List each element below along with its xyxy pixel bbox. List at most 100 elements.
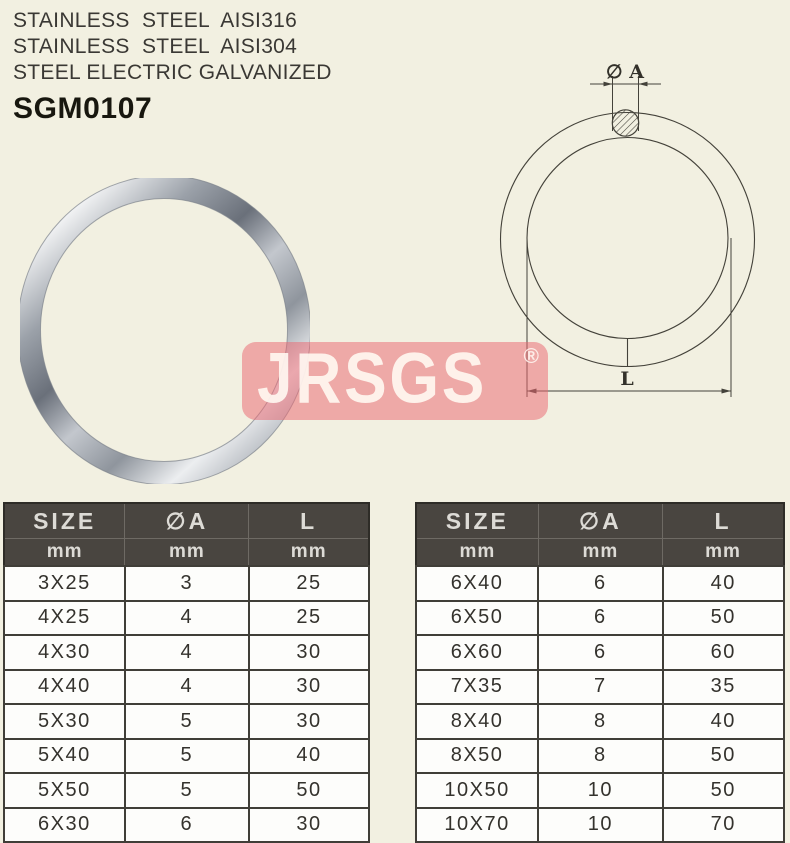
table-cell: 30	[247, 703, 371, 740]
table-cell: 10	[537, 806, 664, 843]
table-row: 7X35 7 35	[414, 668, 786, 705]
unit-cell: mm	[415, 538, 539, 567]
table-row: 4X25 4 25	[3, 599, 371, 636]
column-header-row: SIZE ∅A L	[415, 502, 785, 539]
spec-table-right: SIZE ∅A L mm mm mm 6X40 6 40 6X50 6 50 6…	[414, 502, 786, 843]
spec-table-left: SIZE ∅A L mm mm mm 3X25 3 25 4X25 4 25 4…	[3, 502, 371, 843]
dimension-a	[590, 76, 661, 131]
table-cell: 5X30	[3, 703, 126, 740]
table-row: 6X30 6 30	[3, 806, 371, 843]
table-cell: 30	[247, 668, 371, 705]
table-cell: 30	[247, 806, 371, 843]
table-row: 8X50 8 50	[414, 737, 786, 774]
col-header-diameter-a: ∅A	[124, 502, 250, 539]
units-row: mm mm mm	[415, 538, 785, 567]
table-cell: 6X40	[414, 565, 540, 602]
table-cell: 40	[661, 565, 786, 602]
table-cell: 6X60	[414, 634, 540, 671]
model-number: SGM0107	[13, 92, 153, 125]
table-cell: 6X30	[3, 806, 126, 843]
table-cell: 5X40	[3, 737, 126, 774]
material-line-3: STEEL ELECTRIC GALVANIZED	[13, 61, 332, 84]
col-header-l: L	[662, 502, 785, 539]
table-cell: 5	[123, 772, 250, 809]
table-row: 3X25 3 25	[3, 565, 371, 602]
table-row: 5X50 5 50	[3, 772, 371, 809]
jrsgs-logo-text: JRSGS	[257, 339, 488, 419]
table-cell: 4X40	[3, 668, 126, 705]
jrsgs-logo-watermark: JRSGS ®	[242, 342, 548, 420]
table-cell: 50	[247, 772, 371, 809]
table-cell: 60	[661, 634, 786, 671]
diagram-outer-circle	[499, 111, 756, 368]
unit-cell: mm	[3, 538, 126, 567]
registered-trademark-icon: ®	[523, 345, 539, 368]
table-row: 6X60 6 60	[414, 634, 786, 671]
table-cell: 6X50	[414, 599, 540, 636]
table-cell: 3	[123, 565, 250, 602]
table-cell: 50	[661, 737, 786, 774]
table-row: 6X40 6 40	[414, 565, 786, 602]
table-cell: 5	[123, 737, 250, 774]
table-cell: 25	[247, 565, 371, 602]
ring-photo	[20, 178, 310, 484]
table-cell: 7	[537, 668, 664, 705]
table-cell: 25	[247, 599, 371, 636]
table-cell: 40	[247, 737, 371, 774]
table-row: 8X40 8 40	[414, 703, 786, 740]
table-cell: 5X50	[3, 772, 126, 809]
unit-cell: mm	[537, 538, 664, 567]
material-line-1: STAINLESS STEEL AISI316	[13, 9, 298, 32]
column-header-row: SIZE ∅A L	[3, 502, 370, 539]
table-cell: 40	[661, 703, 786, 740]
table-cell: 6	[537, 565, 664, 602]
wire-cross-section-hatched	[611, 109, 640, 137]
table-cell: 4	[123, 599, 250, 636]
table-cell: 4X30	[3, 634, 126, 671]
table-cell: 4X25	[3, 599, 126, 636]
col-header-l: L	[248, 502, 370, 539]
table-cell: 4	[123, 634, 250, 671]
table-cell: 6	[537, 599, 664, 636]
table-row: 4X30 4 30	[3, 634, 371, 671]
col-header-size: SIZE	[415, 502, 539, 539]
table-cell: 7X35	[414, 668, 540, 705]
col-header-diameter-a: ∅A	[537, 502, 664, 539]
table-row: 10X70 10 70	[414, 806, 786, 843]
table-cell: 8	[537, 737, 664, 774]
table-cell: 6	[123, 806, 250, 843]
table-cell: 8X50	[414, 737, 540, 774]
table-cell: 70	[661, 806, 786, 843]
table-row: 4X40 4 30	[3, 668, 371, 705]
table-row: 10X50 10 50	[414, 772, 786, 809]
title-block: STAINLESS STEEL AISI316 STAINLESS STEEL …	[13, 8, 332, 126]
table-cell: 10X70	[414, 806, 540, 843]
table-cell: 8	[537, 703, 664, 740]
table-cell: 35	[661, 668, 786, 705]
table-cell: 50	[661, 772, 786, 809]
table-row: 6X50 6 50	[414, 599, 786, 636]
table-cell: 30	[247, 634, 371, 671]
ring-torus	[20, 178, 310, 484]
col-header-size: SIZE	[3, 502, 126, 539]
dim-a-label: ∅ A	[606, 61, 644, 83]
table-cell: 4	[123, 668, 250, 705]
table-cell: 5	[123, 703, 250, 740]
table-row: 5X30 5 30	[3, 703, 371, 740]
table-cell: 6	[537, 634, 664, 671]
table-cell: 10	[537, 772, 664, 809]
table-cell: 8X40	[414, 703, 540, 740]
unit-cell: mm	[662, 538, 785, 567]
table-row: 5X40 5 40	[3, 737, 371, 774]
dim-l-label: L	[620, 368, 633, 390]
table-cell: 3X25	[3, 565, 126, 602]
diagram-inner-circle	[526, 136, 729, 340]
table-cell: 10X50	[414, 772, 540, 809]
unit-cell: mm	[248, 538, 370, 567]
ring-inner-rim	[40, 198, 288, 462]
unit-cell: mm	[124, 538, 250, 567]
units-row: mm mm mm	[3, 538, 370, 567]
table-cell: 50	[661, 599, 786, 636]
material-line-2: STAINLESS STEEL AISI304	[13, 35, 298, 58]
